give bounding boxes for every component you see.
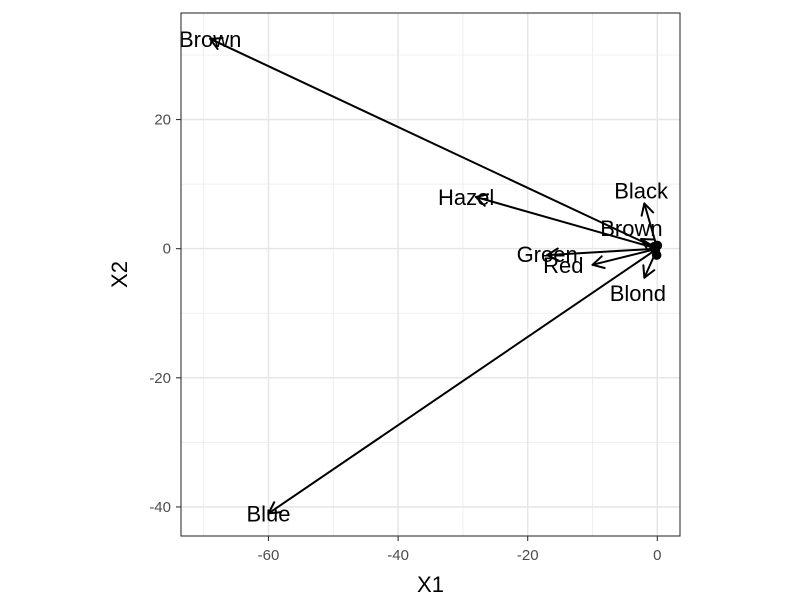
origin-point (651, 250, 662, 260)
y-axis-ticks: -40 -20 0 20 (149, 112, 181, 516)
vector-arrow-brown (209, 37, 659, 250)
x-tick-label: 0 (653, 547, 661, 564)
vector-label-black: Black (614, 179, 669, 204)
vector-arrow-red (591, 247, 659, 269)
vector-line-green (546, 247, 659, 257)
vector-line-red (591, 247, 659, 266)
y-tick-label: 0 (163, 241, 171, 258)
x-axis-title: X1 (417, 572, 444, 597)
vector-label-brown: Brown (179, 27, 241, 52)
vector-arrowhead-brown (640, 237, 655, 251)
x-tick-label: -20 (517, 547, 539, 564)
vector-label-blond: Blond (610, 281, 666, 306)
vector-arrowhead-blond (642, 264, 656, 279)
vector-arrowhead-red (591, 255, 606, 269)
vector-arrow-blue (267, 247, 659, 515)
vector-arrow-black (640, 202, 659, 250)
vector-line-blue (267, 247, 659, 515)
vector-label-green: Green (517, 242, 578, 267)
major-gridlines (181, 13, 680, 536)
vector-arrow-hazel (474, 193, 659, 250)
vector-label-blue: Blue (246, 501, 290, 526)
vector-arrowhead-hazel (474, 193, 490, 207)
vector-line-brown (209, 37, 659, 250)
x-tick-label: -60 (258, 547, 280, 564)
vector-arrow-green (546, 247, 659, 262)
vector-label-hazel: Hazel (438, 185, 494, 210)
plot-panel-border (180, 12, 681, 537)
y-tick-label: -40 (149, 499, 171, 516)
vector-arrowhead-green (546, 247, 560, 262)
vector-line-hazel (474, 196, 659, 250)
y-axis-title: X2 (107, 261, 132, 288)
minor-gridlines (181, 13, 680, 536)
vector-label-brown: Brown (600, 216, 662, 241)
vector-line-black (643, 202, 659, 250)
x-axis-ticks: -60 -40 -20 0 (258, 536, 661, 564)
origin-points (649, 240, 663, 260)
vector-arrowhead-brown (209, 37, 224, 50)
vector-label-red: Red (543, 253, 583, 278)
vector-arrows (209, 37, 659, 515)
vector-arrowhead-black (640, 202, 655, 217)
plot-panel-background (181, 13, 680, 536)
x-tick-label: -40 (387, 547, 409, 564)
vector-labels: Brown Blue Hazel Green Black Brown Red Blond (179, 27, 669, 527)
y-tick-label: -20 (149, 370, 171, 387)
vector-arrowhead-blue (267, 501, 282, 515)
y-tick-label: 20 (154, 112, 171, 129)
